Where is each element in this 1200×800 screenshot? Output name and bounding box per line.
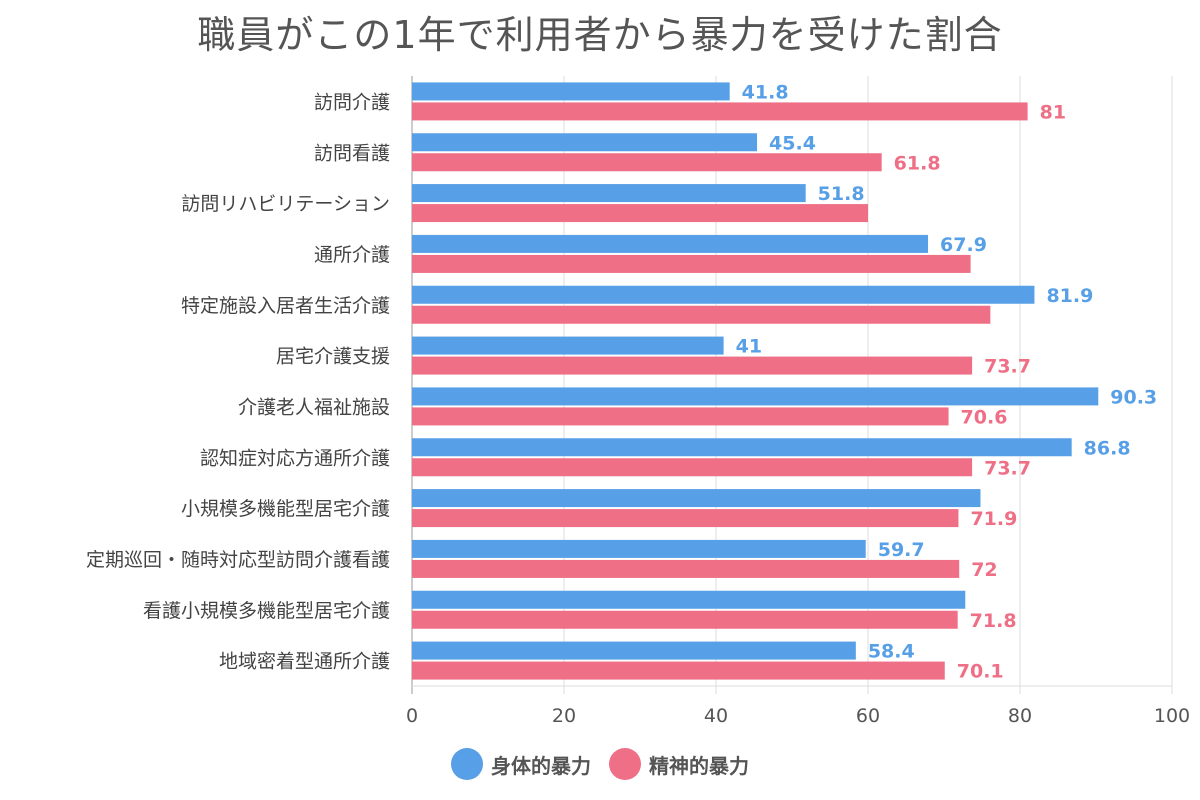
legend-swatch-physical xyxy=(451,748,483,780)
x-tick-label: 80 xyxy=(1008,705,1032,727)
category-label: 小規模多機能型居宅介護 xyxy=(181,498,390,520)
bar-chart: 0 20 40 60 80 100 訪問介護 41.8 81 訪問看護 45.4 61.8 訪問リハビリ… xyxy=(86,76,1190,727)
bar-mental[interactable] xyxy=(412,305,991,324)
data-label-mental: 73.7 xyxy=(984,356,1031,378)
data-label-physical: 45.4 xyxy=(769,132,816,154)
category-label: 訪問看護 xyxy=(314,142,390,164)
bar-physical[interactable] xyxy=(412,133,758,152)
bar-mental[interactable] xyxy=(412,153,882,172)
bar-mental[interactable] xyxy=(412,661,945,680)
x-tick-label: 60 xyxy=(856,705,880,727)
data-label-mental: 72 xyxy=(971,559,997,581)
data-label-mental: 70.6 xyxy=(961,406,1008,428)
x-tick-label: 100 xyxy=(1154,705,1190,727)
bar-physical[interactable] xyxy=(412,590,966,609)
data-label-physical: 58.4 xyxy=(868,641,915,663)
bar-physical[interactable] xyxy=(412,234,929,253)
legend-item-mental[interactable]: 精神的暴力 xyxy=(609,748,749,780)
bar-physical[interactable] xyxy=(412,489,981,508)
legend-label-mental: 精神的暴力 xyxy=(649,753,749,778)
data-label-mental: 61.8 xyxy=(894,152,941,174)
bar-mental[interactable] xyxy=(412,559,960,578)
category-label: 特定施設入居者生活介護 xyxy=(181,295,390,317)
data-label-mental: 70.1 xyxy=(957,661,1004,683)
data-label-physical: 90.3 xyxy=(1110,386,1157,408)
bar-physical[interactable] xyxy=(412,285,1035,304)
category-label: 訪問介護 xyxy=(314,91,390,113)
bar-mental[interactable] xyxy=(412,458,973,477)
data-label-mental: 81 xyxy=(1040,101,1066,123)
labels: 0 20 40 60 80 100 訪問介護 41.8 81 訪問看護 45.4 61.8 訪問リハビリ… xyxy=(86,81,1190,727)
data-label-mental: 71.9 xyxy=(970,508,1017,530)
data-label-physical: 81.9 xyxy=(1046,285,1093,307)
data-label-physical: 41.8 xyxy=(742,81,789,103)
data-label-physical: 59.7 xyxy=(878,539,925,561)
category-label: 定期巡回・随時対応型訪問介護看護 xyxy=(86,549,390,571)
data-label-physical: 41 xyxy=(736,336,762,358)
x-tick-label: 40 xyxy=(704,705,728,727)
bar-physical[interactable] xyxy=(412,336,724,355)
bar-physical[interactable] xyxy=(412,184,806,203)
bar-mental[interactable] xyxy=(412,610,958,629)
bar-physical[interactable] xyxy=(412,539,866,558)
bar-physical[interactable] xyxy=(412,82,730,101)
category-label: 訪問リハビリテーション xyxy=(181,193,390,215)
bars xyxy=(412,82,1099,680)
data-label-mental: 71.8 xyxy=(970,610,1017,632)
legend: 身体的暴力 精神的暴力 xyxy=(0,748,1200,780)
data-label-physical: 51.8 xyxy=(818,183,865,205)
data-label-mental: 73.7 xyxy=(984,457,1031,479)
category-label: 介護老人福祉施設 xyxy=(238,396,390,418)
chart-title: 職員がこの1年で利用者から暴力を受けた割合 xyxy=(197,13,1003,57)
legend-label-physical: 身体的暴力 xyxy=(491,753,591,778)
bar-mental[interactable] xyxy=(412,204,868,223)
x-tick-label: 20 xyxy=(552,705,576,727)
legend-swatch-mental xyxy=(609,748,641,780)
data-label-physical: 86.8 xyxy=(1084,437,1131,459)
bar-mental[interactable] xyxy=(412,102,1028,121)
bar-physical[interactable] xyxy=(412,641,856,660)
bar-mental[interactable] xyxy=(412,254,971,273)
bar-mental[interactable] xyxy=(412,509,959,528)
bar-physical[interactable] xyxy=(412,387,1099,406)
x-tick-label: 0 xyxy=(406,705,418,727)
bar-physical[interactable] xyxy=(412,438,1072,457)
bar-mental[interactable] xyxy=(412,407,949,426)
category-label: 認知症対応方通所介護 xyxy=(200,447,390,469)
category-label: 地域密着型通所介護 xyxy=(219,651,390,673)
legend-item-physical[interactable]: 身体的暴力 xyxy=(451,748,591,780)
grid-lines xyxy=(411,76,1173,694)
category-label: 看護小規模多機能型居宅介護 xyxy=(143,600,390,622)
data-label-physical: 67.9 xyxy=(940,234,987,256)
category-label: 通所介護 xyxy=(314,244,390,266)
bar-mental[interactable] xyxy=(412,356,973,375)
category-label: 居宅介護支援 xyxy=(276,346,390,368)
